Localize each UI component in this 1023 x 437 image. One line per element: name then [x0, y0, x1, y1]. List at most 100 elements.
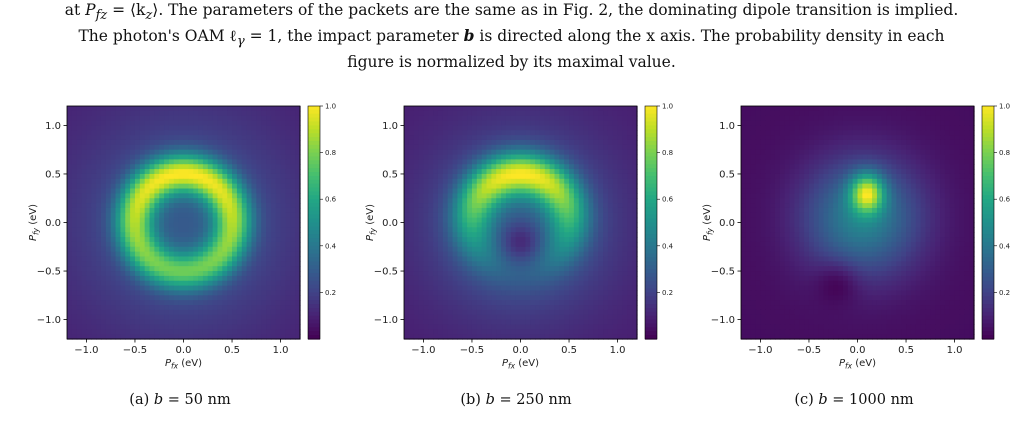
heatmap-cell: [139, 227, 146, 233]
heatmap-cell: [222, 300, 228, 306]
heatmap-cell: [603, 232, 609, 238]
heatmap-cell: [510, 178, 517, 185]
heatmap-cell: [525, 309, 531, 316]
heatmap-cell: [583, 203, 590, 209]
heatmap-cell: [241, 207, 248, 214]
heatmap-cell: [173, 266, 180, 272]
heatmap-cell: [217, 324, 223, 330]
heatmap-cell: [622, 319, 628, 326]
heatmap-cell: [539, 295, 546, 301]
heatmap-cell: [227, 251, 233, 258]
heatmap-cell: [959, 115, 965, 122]
heatmap-cell: [81, 198, 88, 204]
heatmap-cell: [115, 290, 121, 296]
heatmap-cell: [418, 271, 425, 277]
heatmap-cell: [290, 149, 296, 156]
heatmap-cell: [81, 266, 88, 272]
heatmap-cell: [554, 290, 560, 296]
heatmap-cell: [115, 110, 121, 117]
heatmap-cell: [290, 169, 296, 175]
heatmap-cell: [501, 261, 507, 267]
heatmap-cell: [535, 193, 541, 199]
heatmap-cell: [241, 110, 248, 117]
heatmap-cell: [452, 227, 458, 233]
heatmap-cell: [261, 290, 267, 296]
heatmap-cell: [285, 246, 291, 253]
heatmap-cell: [784, 120, 791, 127]
heatmap-cell: [423, 169, 429, 175]
heatmap-cell: [428, 329, 434, 335]
heatmap-cell: [120, 135, 126, 141]
heatmap-cell: [168, 261, 175, 267]
heatmap-cell: [520, 266, 526, 272]
heatmap-cell: [940, 115, 946, 122]
heatmap-cell: [442, 309, 449, 316]
heatmap-cell: [755, 120, 762, 127]
heatmap-cell: [617, 222, 624, 228]
heatmap-cell: [622, 130, 628, 136]
heatmap-cell: [481, 232, 488, 238]
heatmap-cell: [154, 324, 160, 330]
heatmap-cell: [501, 125, 507, 131]
heatmap-cell: [125, 300, 131, 306]
heatmap-cell: [408, 207, 415, 214]
heatmap-cell: [236, 241, 243, 248]
heatmap-cell: [535, 212, 541, 219]
heatmap-cell: [476, 324, 483, 330]
heatmap-cell: [539, 251, 546, 258]
heatmap-cell: [525, 183, 531, 190]
heatmap-cell: [105, 139, 112, 146]
heatmap-cell: [612, 144, 619, 151]
heatmap-cell: [96, 149, 102, 156]
heatmap-cell: [944, 106, 951, 112]
heatmap-cell: [178, 178, 185, 185]
heatmap-cell: [120, 173, 126, 180]
heatmap-cell: [105, 237, 112, 243]
heatmap-cell: [593, 212, 599, 219]
heatmap-cell: [564, 115, 570, 122]
heatmap-cell: [617, 169, 624, 175]
heatmap-cell: [67, 300, 73, 306]
heatmap-cells: [404, 106, 638, 340]
heatmap-cell: [193, 329, 199, 335]
heatmap-cell: [110, 217, 117, 224]
heatmap-cell: [139, 125, 146, 131]
heatmap-cell: [86, 110, 92, 117]
heatmap-cell: [755, 110, 762, 117]
heatmap-cell: [549, 173, 556, 180]
heatmap-cell: [115, 305, 121, 311]
heatmap-cell: [164, 149, 170, 156]
heatmap-cell: [178, 110, 185, 117]
heatmap-cell: [632, 261, 638, 267]
heatmap-cell: [164, 217, 170, 224]
heatmap-cell: [632, 169, 638, 175]
heatmap-cell: [134, 159, 141, 165]
heatmap-cell: [428, 232, 434, 238]
heatmap-cell: [476, 266, 483, 272]
heatmap-cell: [207, 198, 214, 204]
heatmap-cell: [67, 290, 73, 296]
heatmap-cell: [212, 305, 219, 311]
heatmap-cell: [554, 203, 560, 209]
heatmap-cell: [607, 237, 614, 243]
heatmap-cell: [178, 120, 185, 127]
heatmap-cell: [232, 251, 238, 258]
heatmap-cell: [920, 115, 927, 122]
heatmap-cell: [583, 290, 590, 296]
heatmap-cell: [607, 246, 614, 253]
heatmap-cell: [188, 290, 194, 296]
heatmap-cell: [476, 305, 483, 311]
heatmap-cell: [295, 193, 301, 199]
heatmap-cell: [559, 300, 565, 306]
heatmap-cell: [462, 329, 468, 335]
heatmap-cell: [617, 144, 624, 151]
heatmap-cell: [544, 295, 551, 301]
heatmap-cell: [168, 256, 175, 262]
heatmap-cell: [266, 227, 272, 233]
heatmap-cell: [491, 198, 497, 204]
heatmap-cell: [530, 203, 536, 209]
colorbar-tick-label: 0.8: [662, 149, 673, 157]
heatmap-cell: [275, 115, 282, 122]
heatmap-cell: [193, 207, 199, 214]
heatmap-cell: [256, 334, 262, 340]
